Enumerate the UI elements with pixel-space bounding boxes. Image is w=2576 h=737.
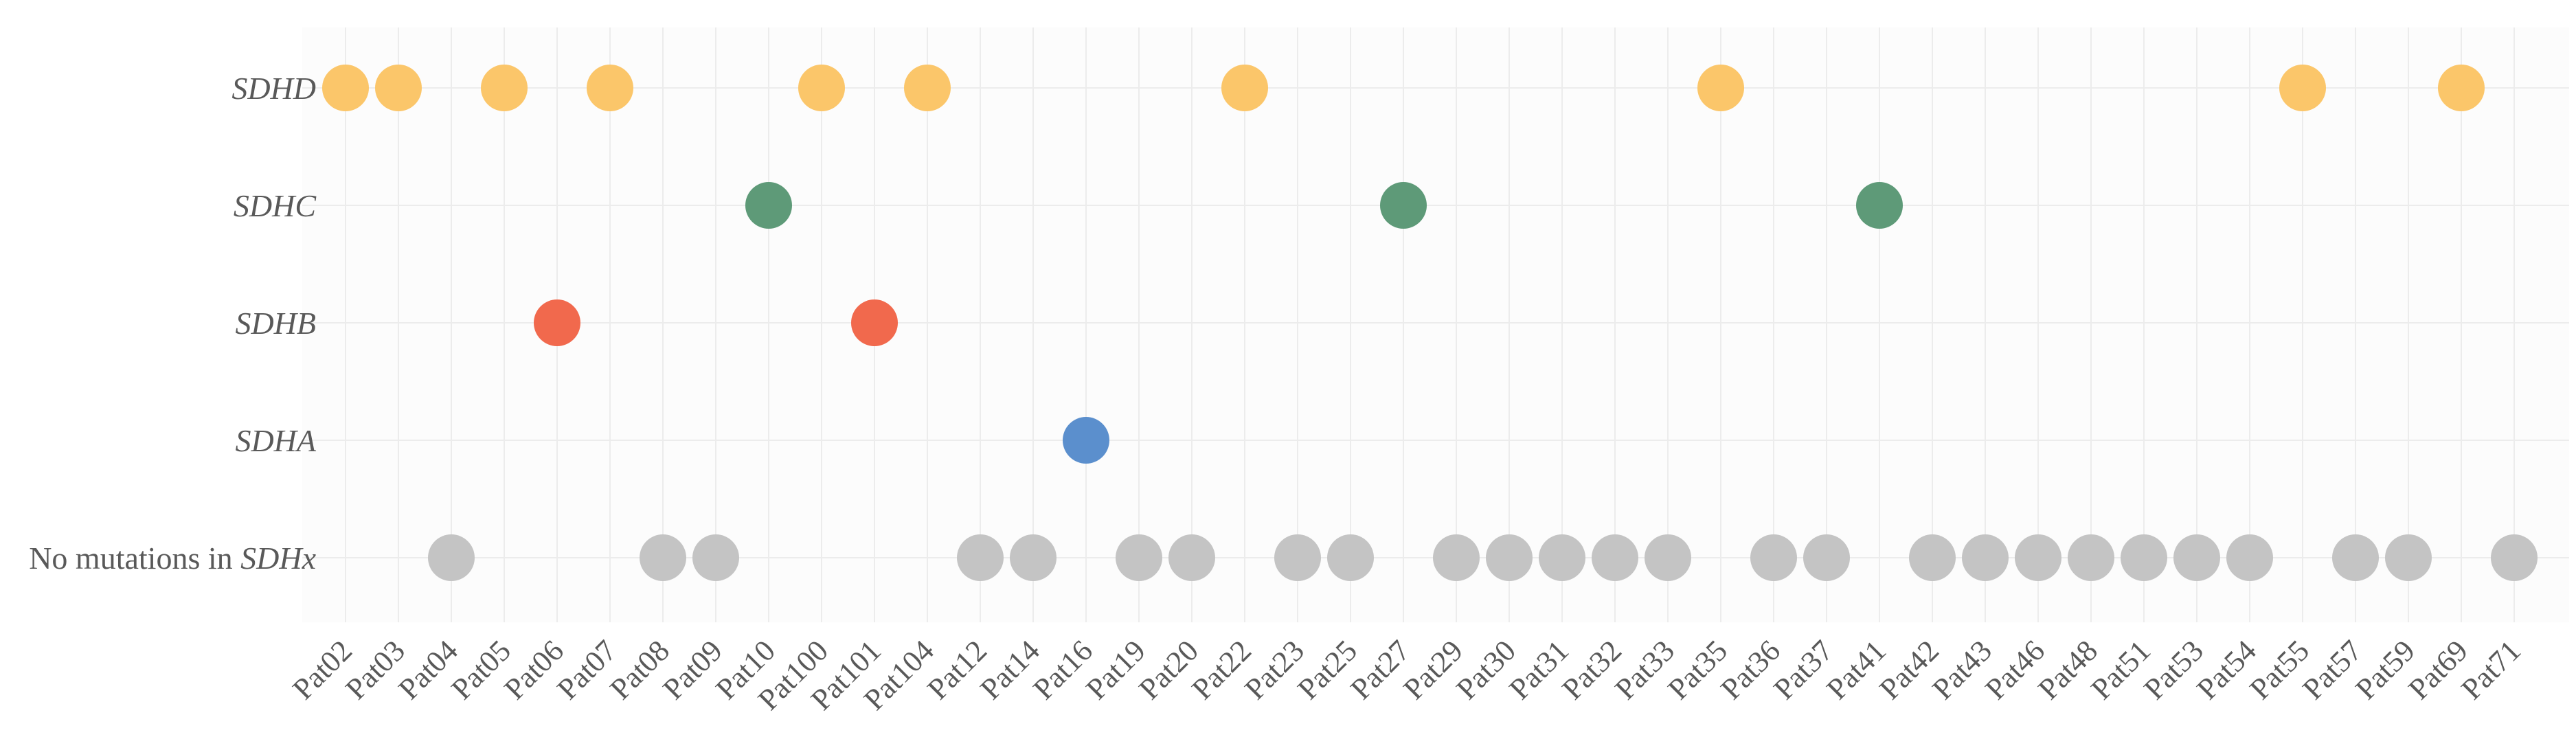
data-point [1909,534,1956,581]
data-point [481,65,528,111]
x-tick-label: Pat02 [286,633,359,706]
data-point [1327,534,1374,581]
data-point [2438,65,2485,111]
x-tick-label: Pat46 [1979,633,2052,706]
data-point [428,534,475,581]
data-point [1221,65,1268,111]
x-tick-label: Pat16 [1027,633,1100,706]
data-point [1063,417,1109,464]
x-tick-label: Pat43 [1926,633,1999,706]
x-tick-label: Pat54 [2191,633,2263,706]
x-tick-label: Pat59 [2349,633,2422,706]
data-point [1116,534,1162,581]
x-tick-label: Pat35 [1662,633,1735,706]
x-tick-label: Pat25 [1291,633,1364,706]
x-tick-label: Pat41 [1820,633,1893,706]
data-point [1697,65,1744,111]
x-tick-label: Pat36 [1715,633,1787,706]
data-point [1539,534,1585,581]
data-point [692,534,739,581]
data-point [1962,534,2009,581]
data-point [2491,534,2538,581]
data-point [2332,534,2379,581]
x-tick-label: Pat69 [2402,633,2475,706]
data-point [1380,182,1427,229]
data-point [1592,534,1638,581]
x-tick-label: Pat14 [974,633,1047,706]
x-tick-label: Pat05 [445,633,518,706]
row-label: No mutations in SDHx [29,541,316,576]
data-point [2068,534,2114,581]
row-label: SDHD [231,71,316,106]
data-point [1856,182,1903,229]
data-point [2226,534,2273,581]
x-tick-label: Pat31 [1503,633,1576,706]
data-point [587,65,633,111]
x-tick-label: Pat42 [1873,633,1946,706]
y-axis-labels: SDHD SDHC SDHB SDHA No mutations in SDHx [29,71,317,576]
x-tick-label: Pat20 [1133,633,1206,706]
x-tick-label: Pat27 [1344,633,1417,706]
data-point [640,534,686,581]
data-point [1010,534,1057,581]
x-tick-label: Pat71 [2455,633,2528,706]
data-point [1274,534,1321,581]
x-tick-label: Pat03 [339,633,412,706]
data-point [957,534,1004,581]
data-point [2173,534,2220,581]
x-tick-label: Pat23 [1239,633,1311,706]
row-label: SDHC [234,188,317,223]
x-tick-label: Pat30 [1450,633,1523,706]
data-point [2121,534,2167,581]
data-point [534,299,580,346]
x-tick-label: Pat19 [1080,633,1153,706]
x-tick-label: Pat08 [604,633,677,706]
data-point [1433,534,1480,581]
x-tick-label: Pat29 [1397,633,1470,706]
x-tick-label: Pat57 [2296,633,2369,706]
x-tick-label: Pat53 [2138,633,2211,706]
data-point [1645,534,1691,581]
data-point [851,299,898,346]
row-label-gene: SDHA [235,423,316,458]
row-label-gene: SDHB [235,306,316,341]
x-tick-label: Pat51 [2085,633,2158,706]
data-points [322,65,2538,581]
x-tick-label: Pat07 [551,633,624,706]
data-point [745,182,792,229]
data-point [2279,65,2326,111]
data-point [375,65,422,111]
x-tick-label: Pat09 [657,633,730,706]
row-label-gene: SDHD [231,71,316,106]
x-tick-label: Pat48 [2032,633,2105,706]
row-label: SDHB [235,306,316,341]
x-axis-labels: Pat02Pat03Pat04Pat05Pat06Pat07Pat08Pat09… [286,633,2528,716]
plot-area [302,27,2569,622]
row-label-gene: SDHC [234,188,317,223]
x-tick-label: Pat33 [1609,633,1682,706]
data-point [798,65,845,111]
x-tick-label: Pat12 [921,633,994,706]
data-point [1486,534,1533,581]
x-tick-label: Pat22 [1186,633,1258,706]
row-label-prefix: No mutations in [29,541,240,576]
data-point [2385,534,2432,581]
x-tick-label: Pat04 [392,633,465,706]
x-tick-label: Pat32 [1556,633,1629,706]
data-point [1750,534,1797,581]
data-point [1803,534,1850,581]
row-label: SDHA [235,423,316,458]
data-point [1168,534,1215,581]
data-point [322,65,369,111]
data-point [904,65,951,111]
x-tick-label: Pat06 [498,633,571,706]
x-tick-label: Pat55 [2244,633,2316,706]
x-tick-label: Pat37 [1767,633,1840,706]
data-point [2015,534,2061,581]
row-label-gene: SDHx [240,541,316,576]
